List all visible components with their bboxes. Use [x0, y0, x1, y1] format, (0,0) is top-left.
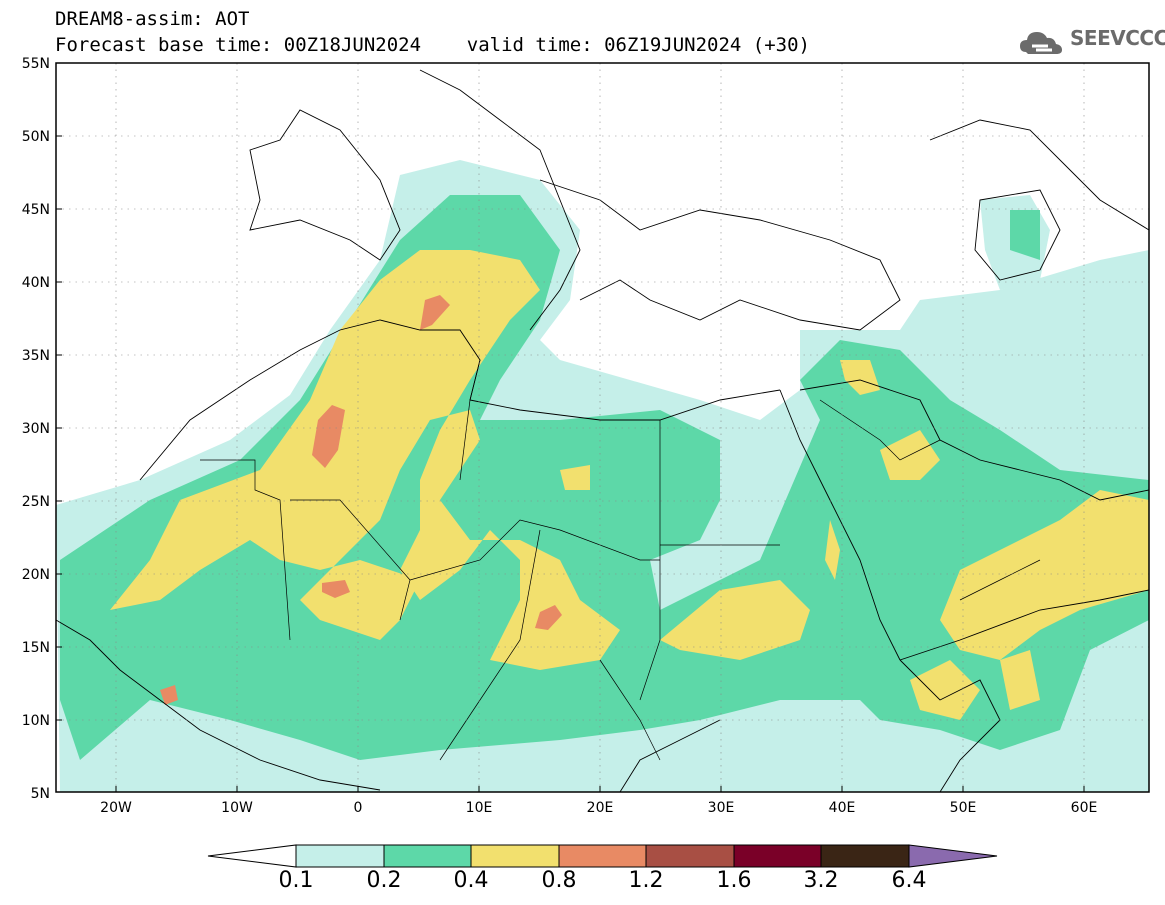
title-times: Forecast base time: 00Z18JUN2024 valid t…: [55, 34, 810, 56]
colorbar: [207, 844, 998, 868]
colorbar-swatch: [645, 844, 735, 868]
lat-tick-label: 45N: [22, 202, 50, 218]
lon-tick-label: 50E: [950, 800, 977, 816]
lat-tick-label: 55N: [22, 56, 50, 72]
aot-field: [56, 160, 1149, 792]
lon-tick-label: 40E: [829, 800, 856, 816]
colorbar-swatch: [470, 844, 560, 868]
cloud-logo-icon: [1020, 32, 1062, 54]
colorbar-under-arrow: [207, 844, 297, 868]
coastlines: [56, 69, 1149, 792]
lon-tick-label: 30E: [708, 800, 735, 816]
axis-ticks: [56, 135, 1085, 792]
colorbar-swatch: [820, 844, 910, 868]
colorbar-over-arrow: [908, 844, 998, 868]
colorbar-label: 1.6: [716, 868, 752, 893]
colorbar-label: 0.1: [278, 868, 314, 893]
colorbar-swatch: [383, 844, 472, 868]
colorbar-label: 0.8: [541, 868, 577, 893]
lat-tick-label: 35N: [22, 348, 50, 364]
colorbar-swatch: [295, 844, 385, 868]
lat-tick-label: 15N: [22, 640, 50, 656]
lon-tick-label: 0: [354, 800, 363, 816]
lat-tick-label: 30N: [22, 421, 50, 437]
aot-level-0.2: [60, 195, 1149, 760]
aot-level-0.4: [110, 250, 1149, 720]
colorbar-label: 3.2: [803, 868, 839, 893]
colorbar-swatch: [733, 844, 822, 868]
logo-text: SEEVCCC: [1070, 26, 1165, 50]
lat-tick-label: 5N: [31, 786, 50, 802]
lon-tick-labels: 20W 10W 0 10E 20E 30E 40E 50E 60E: [100, 800, 1097, 816]
lon-tick-label: 10E: [466, 800, 493, 816]
lon-tick-label: 60E: [1071, 800, 1098, 816]
gridlines: [56, 63, 1149, 792]
colorbar-label: 6.4: [891, 868, 927, 893]
lon-tick-label: 20E: [587, 800, 614, 816]
colorbar-label: 1.2: [628, 868, 664, 893]
aot-level-0.8: [160, 295, 562, 705]
lon-tick-label: 10W: [221, 800, 253, 816]
lat-tick-label: 20N: [22, 567, 50, 583]
lon-tick-label: 20W: [100, 800, 132, 816]
lat-tick-label: 40N: [22, 275, 50, 291]
colorbar-label: 0.2: [366, 868, 402, 893]
lat-tick-labels: 55N 50N 45N 40N 35N 30N 25N 20N 15N 10N …: [22, 56, 50, 802]
colorbar-label: 0.4: [453, 868, 489, 893]
lat-tick-label: 25N: [22, 494, 50, 510]
lat-tick-label: 10N: [22, 713, 50, 729]
borders: [200, 359, 1041, 761]
title-model: DREAM8-assim: AOT: [55, 8, 250, 30]
lat-tick-label: 50N: [22, 129, 50, 145]
colorbar-swatch: [558, 844, 647, 868]
